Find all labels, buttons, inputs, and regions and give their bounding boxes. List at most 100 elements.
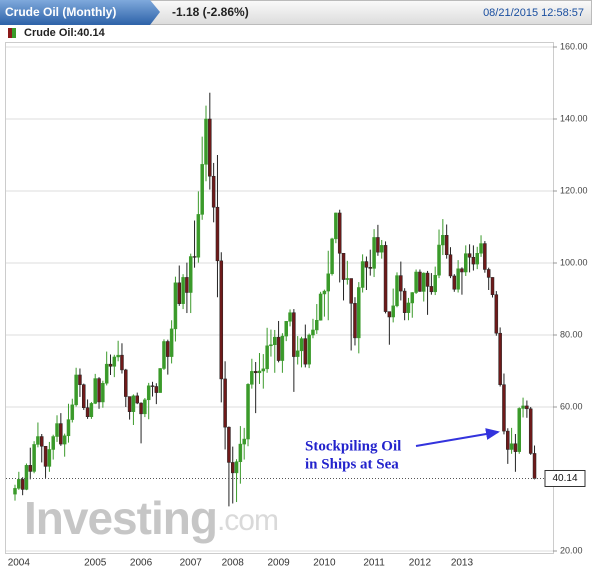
candle-body bbox=[17, 479, 21, 489]
candle-body bbox=[341, 253, 346, 280]
candle-body bbox=[479, 243, 483, 254]
candle-body bbox=[337, 212, 342, 254]
last-price-box bbox=[544, 469, 586, 487]
tab[interactable] bbox=[0, 0, 160, 25]
candle-body bbox=[47, 449, 52, 467]
candle-body bbox=[345, 278, 350, 280]
candle-body bbox=[273, 336, 277, 345]
candle-body bbox=[299, 338, 304, 352]
last-price-label: 40.14 bbox=[552, 473, 577, 484]
candle-body bbox=[250, 371, 254, 385]
candle-body bbox=[158, 368, 162, 393]
candle-body bbox=[475, 253, 479, 265]
annotation: Stockpiling Oil bbox=[305, 438, 401, 454]
candle-body bbox=[288, 312, 292, 322]
candle-body bbox=[402, 290, 407, 313]
annotation-arrow bbox=[415, 428, 500, 447]
candle-body bbox=[104, 363, 109, 384]
x-tick-label: 2011 bbox=[363, 558, 385, 569]
candle-body bbox=[311, 329, 315, 336]
candle-body bbox=[521, 405, 525, 409]
candle-body bbox=[498, 332, 502, 385]
candle-body bbox=[74, 374, 78, 406]
candle-body bbox=[448, 254, 453, 277]
candle-body bbox=[143, 399, 147, 415]
candle-body bbox=[82, 384, 86, 408]
candle-body bbox=[444, 235, 449, 255]
candle-body bbox=[36, 436, 40, 445]
candle-body bbox=[227, 426, 231, 463]
candle-body bbox=[200, 164, 204, 215]
candle-body bbox=[238, 443, 243, 462]
candle-body bbox=[471, 256, 476, 265]
candle-body bbox=[464, 253, 468, 273]
candle-body bbox=[70, 404, 75, 420]
candle-body bbox=[441, 235, 445, 246]
candle-body bbox=[108, 363, 113, 367]
candle-body bbox=[177, 282, 182, 304]
candle-body bbox=[253, 371, 258, 374]
candle-body bbox=[429, 286, 434, 293]
candle-body bbox=[379, 245, 384, 253]
candle-body bbox=[391, 305, 395, 318]
timestamp: 08/21/2015 12:58:57 bbox=[483, 7, 584, 19]
candle-body bbox=[269, 344, 273, 347]
candle-body bbox=[406, 302, 411, 313]
x-tick-label: 2005 bbox=[84, 558, 107, 569]
y-tick-label: 20.00 bbox=[560, 545, 583, 555]
y-tick-label: 80.00 bbox=[560, 329, 583, 339]
tab-title: Crude Oil (Monthly) bbox=[5, 5, 116, 19]
candle-body bbox=[318, 293, 323, 321]
candle-body bbox=[89, 403, 94, 417]
x-tick-label: 2010 bbox=[313, 558, 336, 569]
y-tick-label: 140.00 bbox=[560, 113, 588, 123]
watermark-suffix: .com bbox=[217, 504, 278, 537]
change: -1.18 (-2.86%) bbox=[172, 5, 249, 19]
candle-body bbox=[532, 453, 537, 479]
candle-body bbox=[257, 370, 262, 374]
candle-body bbox=[513, 443, 518, 452]
x-tick-label: 2006 bbox=[130, 558, 153, 569]
candle-body bbox=[13, 488, 17, 495]
candle-body bbox=[330, 238, 334, 275]
candle-body bbox=[292, 312, 296, 357]
candle-body bbox=[59, 423, 63, 445]
candle-body bbox=[101, 382, 105, 403]
candle-body bbox=[24, 465, 29, 490]
candle-body bbox=[150, 385, 155, 387]
candle-body bbox=[66, 419, 71, 437]
candle-body bbox=[32, 444, 36, 472]
candle-body bbox=[166, 341, 170, 357]
candle-body bbox=[326, 273, 330, 292]
legend-label: Crude Oil:40.14 bbox=[24, 27, 106, 39]
candle-body bbox=[85, 407, 90, 417]
candle-body bbox=[280, 335, 285, 361]
candle-body bbox=[93, 378, 97, 404]
candle-body bbox=[334, 212, 338, 240]
candle-body bbox=[208, 118, 212, 177]
candle-body bbox=[28, 465, 33, 472]
candle-body bbox=[215, 206, 220, 262]
candle-body bbox=[360, 261, 365, 288]
candle-body bbox=[20, 479, 25, 490]
candle-body bbox=[39, 436, 44, 447]
candle-body bbox=[131, 395, 136, 412]
candle-body bbox=[62, 435, 67, 445]
annotation: in Ships at Sea bbox=[305, 456, 399, 472]
candle-body bbox=[78, 374, 82, 385]
candle-body bbox=[399, 275, 403, 292]
candle-body bbox=[357, 287, 361, 339]
candle-body bbox=[169, 328, 174, 357]
x-tick-label: 2012 bbox=[409, 558, 432, 569]
legend-icon bbox=[12, 28, 16, 38]
candle-body bbox=[146, 385, 151, 401]
candle-body bbox=[528, 408, 533, 454]
candle-body bbox=[204, 118, 208, 165]
candle-body bbox=[414, 271, 418, 293]
candle-body bbox=[494, 294, 499, 334]
candle-body bbox=[51, 436, 55, 450]
candle-body bbox=[460, 268, 464, 273]
candle-body bbox=[368, 267, 373, 269]
x-tick-label: 2009 bbox=[267, 558, 290, 569]
